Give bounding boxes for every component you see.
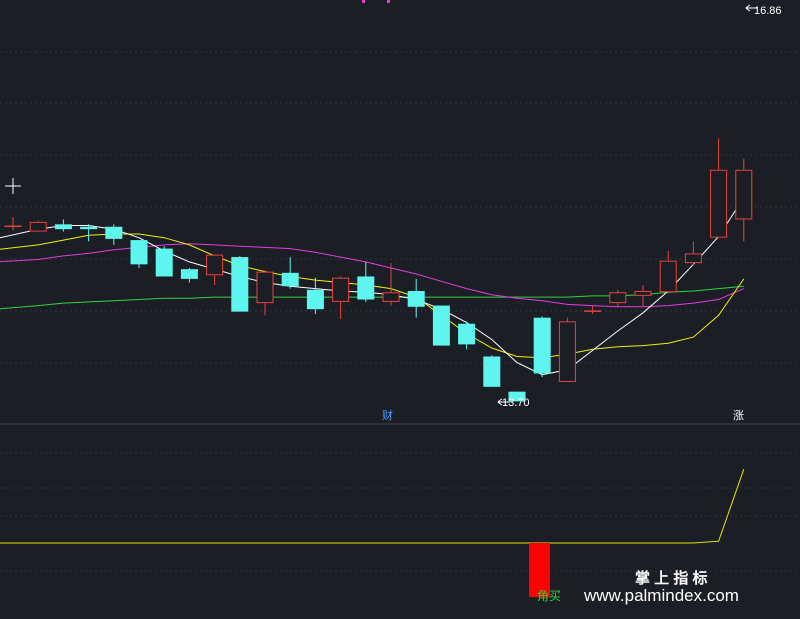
candle-20: [483, 355, 501, 387]
candle-body: [483, 356, 501, 387]
candle-12: [281, 257, 299, 289]
candle-body: [130, 240, 148, 265]
candle-body: [256, 271, 274, 304]
candle-21: [508, 391, 526, 402]
candle-16: [382, 263, 400, 306]
candle-8: [180, 267, 198, 283]
candle-6: [130, 240, 148, 268]
signal-label: 角买: [537, 589, 561, 603]
candle-body: [710, 169, 728, 238]
candle-7: [155, 246, 173, 277]
candle-13: [306, 277, 324, 315]
cai-marker: 财: [382, 408, 393, 422]
grid-layer: [0, 51, 800, 572]
candle-layer: [4, 138, 753, 402]
candle-15: [357, 261, 375, 302]
candle-4: [80, 224, 98, 242]
candle-3: [54, 219, 72, 232]
low-arrow: [497, 398, 510, 406]
top-marker-right: [387, 0, 390, 3]
candle-body: [29, 221, 47, 232]
candle-body: [584, 310, 602, 312]
candle-body: [432, 305, 450, 346]
candle-body: [4, 225, 22, 228]
candle-2: [29, 220, 47, 232]
candle-body: [231, 257, 249, 312]
candle-body: [206, 254, 224, 276]
candle-body: [458, 323, 476, 345]
candle-18: [432, 305, 450, 346]
annotation-layer: [5, 0, 758, 406]
watermark-title: 掌 上 指 标: [635, 569, 708, 587]
watermark-url: www.palmindex.com: [583, 586, 739, 605]
candle-29: [710, 138, 728, 238]
candle-body: [155, 248, 173, 277]
candle-10: [231, 255, 249, 312]
low-price-label: 13.70: [502, 397, 530, 409]
indicator-layer: [0, 469, 745, 597]
candle-body: [684, 253, 702, 264]
candle-23: [558, 317, 576, 382]
candle-body: [332, 277, 350, 302]
candle-19: [458, 321, 476, 350]
candle-body: [105, 226, 123, 239]
candle-body: [533, 317, 551, 374]
candle-5: [105, 224, 123, 245]
candle-28: [684, 241, 702, 266]
candle-body: [609, 292, 627, 304]
indicator-line: [0, 469, 745, 544]
candle-body: [508, 391, 526, 402]
candle-25: [609, 289, 627, 307]
high-price-label: 16.86: [754, 5, 782, 17]
candle-body: [407, 291, 425, 307]
candle-30: [735, 158, 753, 242]
candle-9: [206, 254, 224, 285]
candle-17: [407, 278, 425, 318]
candle-body: [306, 289, 324, 310]
candle-22: [533, 316, 551, 378]
candle-body: [281, 272, 299, 287]
candle-body: [659, 260, 677, 293]
candle-body: [80, 226, 98, 230]
candle-14: [332, 276, 350, 319]
candle-27: [659, 251, 677, 294]
high-arrow: [745, 4, 758, 12]
candle-body: [54, 224, 72, 230]
top-marker-left: [362, 0, 365, 3]
candle-body: [180, 269, 198, 279]
cross-marker: [5, 178, 21, 194]
ma-white-line: [0, 197, 745, 376]
candle-body: [634, 291, 652, 296]
signal-bar: [529, 543, 550, 597]
candle-24: [584, 305, 602, 315]
candle-body: [558, 321, 576, 382]
candle-11: [256, 270, 274, 316]
candle-body: [735, 169, 753, 220]
moving-average-layer: [0, 197, 745, 376]
candle-1: [4, 217, 22, 231]
zhang-marker: 涨: [733, 409, 744, 422]
candle-body: [382, 292, 400, 302]
candle-26: [634, 284, 652, 307]
ma-yellow-line: [0, 233, 745, 359]
candle-body: [357, 276, 375, 300]
